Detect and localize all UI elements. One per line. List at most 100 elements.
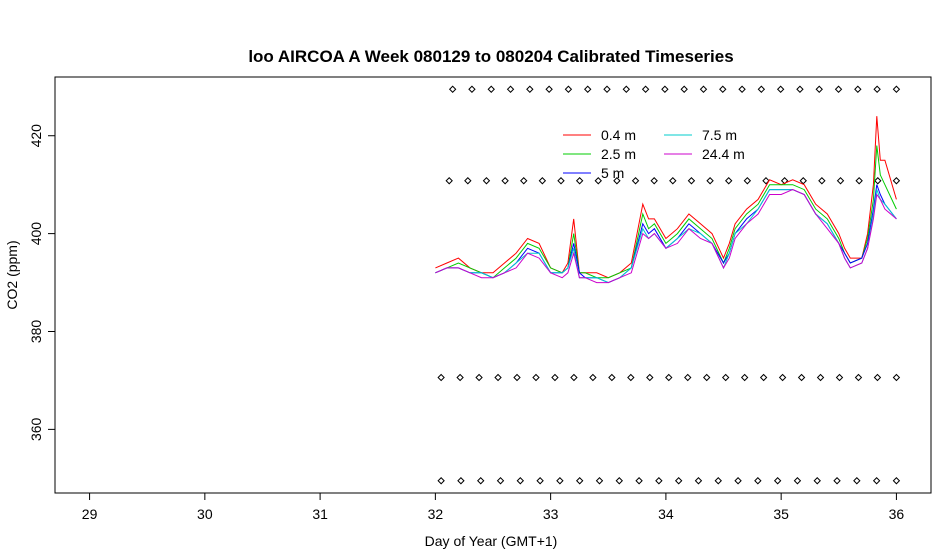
marker-diamond xyxy=(674,477,683,485)
marker-diamond xyxy=(513,373,521,382)
x-tick-label: 34 xyxy=(658,506,674,522)
marker-diamond xyxy=(874,177,882,185)
marker-diamond xyxy=(734,477,742,485)
marker-diamond xyxy=(655,477,663,485)
marker-diamond xyxy=(854,373,863,382)
marker-diamond xyxy=(694,477,703,485)
marker-diamond xyxy=(892,177,901,185)
marker-diamond xyxy=(646,373,654,382)
marker-diamond xyxy=(680,85,688,93)
marker-diamond xyxy=(699,85,708,93)
marker-diamond xyxy=(793,477,802,485)
marker-rows xyxy=(437,85,901,485)
marker-diamond xyxy=(641,85,650,93)
marker-diamond xyxy=(687,177,696,185)
marker-diamond xyxy=(437,477,445,485)
marker-diamond xyxy=(635,477,643,485)
marker-diamond xyxy=(834,85,843,93)
marker-diamond xyxy=(853,477,861,485)
marker-diamond xyxy=(738,85,746,93)
marker-diamond xyxy=(684,373,692,382)
marker-diamond xyxy=(603,85,611,93)
marker-diamond xyxy=(740,373,749,382)
marker-diamond xyxy=(661,85,669,93)
marker-diamond xyxy=(855,177,863,185)
x-tick-label: 29 xyxy=(82,506,98,522)
legend-label: 0.4 m xyxy=(601,127,636,143)
marker-diamond xyxy=(477,477,485,485)
marker-diamond xyxy=(536,477,544,485)
y-tick-label: 380 xyxy=(28,320,44,344)
marker-diamond xyxy=(873,373,882,382)
x-tick-label: 35 xyxy=(773,506,789,522)
marker-diamond xyxy=(754,477,762,485)
series-line xyxy=(435,189,897,284)
marker-diamond xyxy=(456,373,464,382)
marker-diamond xyxy=(892,477,901,485)
marker-diamond xyxy=(570,373,578,382)
marker-diamond xyxy=(501,177,509,185)
marker-diamond xyxy=(468,85,476,93)
marker-diamond xyxy=(437,373,445,382)
marker-diamond xyxy=(608,373,616,382)
marker-diamond xyxy=(575,177,584,185)
chart-title: loo AIRCOA A Week 080129 to 080204 Calib… xyxy=(248,47,733,66)
marker-diamond xyxy=(464,177,472,185)
marker-diamond xyxy=(650,177,658,185)
marker-diamond xyxy=(719,85,727,93)
y-axis: 360 380 400 420 xyxy=(28,124,55,441)
marker-diamond xyxy=(725,177,733,185)
marker-diamond xyxy=(622,85,631,93)
marker-diamond xyxy=(773,477,782,485)
marker-diamond xyxy=(631,177,640,185)
x-axis-label: Day of Year (GMT+1) xyxy=(425,533,558,549)
legend-label: 5 m xyxy=(601,165,624,181)
marker-diamond xyxy=(762,177,770,185)
marker-diamond xyxy=(665,373,673,382)
marker-diamond xyxy=(613,177,621,185)
y-tick-label: 360 xyxy=(28,417,44,441)
legend-label: 7.5 m xyxy=(702,127,737,143)
marker-diamond xyxy=(557,177,565,185)
marker-diamond xyxy=(627,373,635,382)
marker-diamond xyxy=(556,477,564,485)
legend-label: 24.4 m xyxy=(702,146,745,162)
marker-diamond xyxy=(475,373,483,382)
marker-diamond xyxy=(796,85,804,93)
series-lines xyxy=(435,116,897,284)
marker-diamond xyxy=(703,373,711,382)
marker-diamond xyxy=(494,373,502,382)
marker-diamond xyxy=(564,85,573,93)
marker-diamond xyxy=(575,477,584,485)
marker-diamond xyxy=(448,85,457,93)
marker-diamond xyxy=(532,373,540,382)
marker-diamond xyxy=(797,373,806,382)
legend: 0.4 m 2.5 m 5 m 7.5 m 24.4 m xyxy=(563,127,745,181)
marker-diamond xyxy=(669,177,677,185)
marker-diamond xyxy=(873,85,881,93)
marker-diamond xyxy=(813,477,821,485)
x-tick-label: 30 xyxy=(197,506,213,522)
plot-area-frame xyxy=(54,76,932,494)
marker-diamond xyxy=(706,177,714,185)
marker-diamond xyxy=(595,477,604,485)
series-line xyxy=(435,145,897,279)
legend-label: 2.5 m xyxy=(601,146,636,162)
marker-diamond xyxy=(496,477,505,485)
marker-diamond xyxy=(584,85,592,93)
marker-diamond xyxy=(757,85,766,93)
y-axis-label: CO2 (ppm) xyxy=(4,240,20,309)
marker-diamond xyxy=(516,477,525,485)
x-tick-label: 32 xyxy=(428,506,444,522)
marker-diamond xyxy=(776,85,785,93)
marker-diamond xyxy=(759,373,768,382)
marker-diamond xyxy=(815,85,823,93)
marker-diamond xyxy=(836,177,845,185)
marker-diamond xyxy=(520,177,528,185)
x-tick-label: 31 xyxy=(312,506,328,522)
marker-diamond xyxy=(487,85,495,93)
series-line xyxy=(435,116,897,279)
series-line xyxy=(435,189,897,284)
marker-diamond xyxy=(854,85,862,93)
y-tick-label: 400 xyxy=(28,222,44,246)
